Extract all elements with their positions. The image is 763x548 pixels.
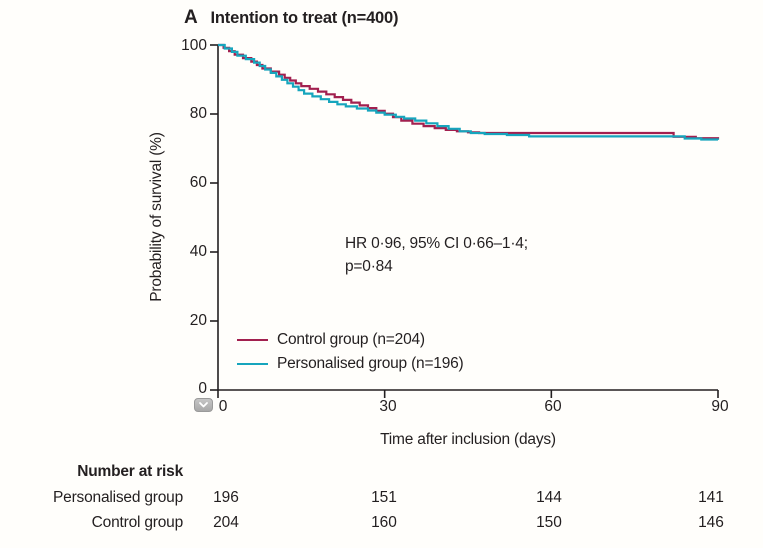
hr-annotation-line2: p=0·84 (345, 258, 393, 275)
legend-label-personalised: Personalised group (n=196) (277, 355, 464, 372)
x-tick-0: 0 (218, 398, 228, 415)
y-tick-0: 0 (198, 380, 207, 397)
x-tick-60: 60 (544, 398, 562, 415)
y-tick-20: 20 (189, 312, 207, 329)
x-axis-title: Time after inclusion (days) (380, 431, 556, 448)
legend-label-control: Control group (n=204) (277, 331, 425, 348)
risk-value: 146 (698, 514, 724, 531)
legend-item-personalised: Personalised group (n=196) (237, 354, 464, 374)
risk-row-label-control: Control group (91, 514, 184, 531)
panel-title: Intention to treat (n=400) (210, 9, 399, 27)
hr-annotation-line1: HR 0·96, 95% CI 0·66–1·4; (345, 235, 528, 252)
risk-row-label-personalised: Personalised group (53, 489, 183, 506)
risk-table-header: Number at risk (77, 463, 183, 480)
risk-value: 204 (213, 514, 239, 531)
x-tick-90: 90 (711, 398, 729, 415)
control-line-swatch (237, 338, 268, 342)
risk-value: 151 (371, 489, 397, 506)
y-tick-100: 100 (181, 37, 207, 54)
risk-value: 160 (371, 514, 397, 531)
risk-value: 144 (536, 489, 562, 506)
panel-title-row: A Intention to treat (n=400) (184, 7, 399, 29)
risk-value: 150 (536, 514, 562, 531)
risk-value: 141 (698, 489, 724, 506)
panel-letter: A (184, 7, 198, 28)
y-tick-60: 60 (189, 174, 207, 191)
y-tick-80: 80 (189, 105, 207, 122)
x-tick-30: 30 (379, 398, 397, 415)
legend-item-control: Control group (n=204) (237, 330, 464, 350)
chevron-down-icon (199, 402, 208, 408)
collapse-badge[interactable] (194, 398, 213, 412)
personalised-line-swatch (237, 362, 268, 366)
y-tick-40: 40 (189, 243, 207, 260)
hr-annotation: HR 0·96, 95% CI 0·66–1·4; p=0·84 (345, 232, 528, 278)
risk-value: 196 (213, 489, 239, 506)
legend: Control group (n=204) Personalised group… (237, 330, 464, 374)
